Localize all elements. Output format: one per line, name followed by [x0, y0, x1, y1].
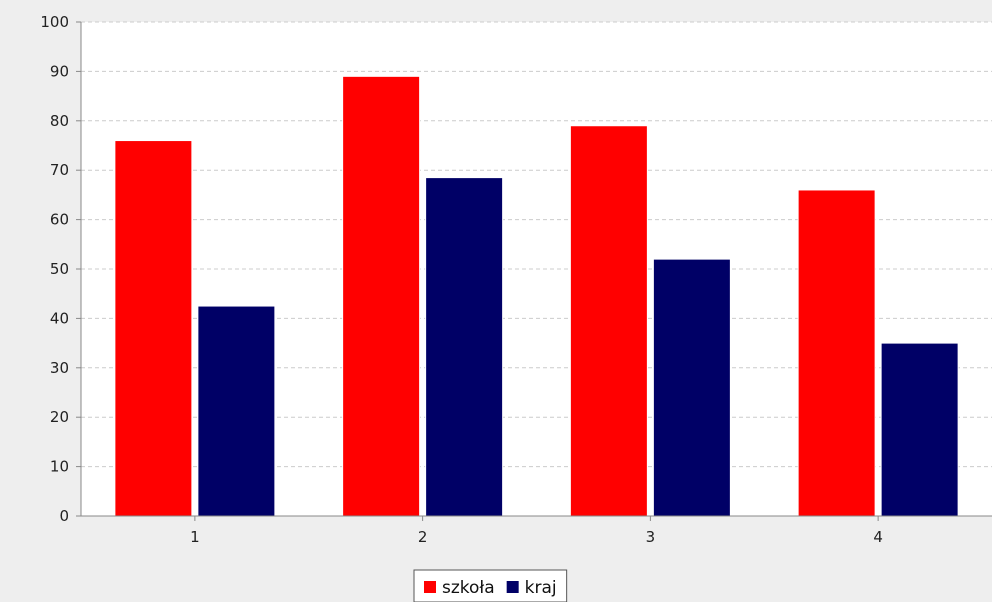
- legend: szkoła kraj: [413, 569, 568, 602]
- y-tick-label: 20: [50, 408, 69, 426]
- y-axis-ticks: 0 10 20 30 40 50 60 70 80 90 100: [40, 13, 81, 525]
- bar-szkoła-2: [342, 75, 421, 517]
- bar-kraj-4: [880, 342, 959, 517]
- y-tick-label: 60: [50, 211, 69, 229]
- legend-box: [413, 569, 568, 602]
- x-tick-label: 3: [646, 528, 656, 546]
- bar-szkoła-4: [797, 189, 876, 517]
- y-tick-label: 70: [50, 161, 69, 179]
- y-tick-label: 80: [50, 112, 69, 130]
- legend-label: szkoła: [442, 578, 495, 598]
- y-tick-label: 40: [50, 309, 69, 327]
- y-tick-label: 30: [50, 359, 69, 377]
- y-tick-label: 90: [50, 62, 69, 80]
- x-tick-label: 4: [873, 528, 883, 546]
- bar-szkoła-3: [569, 125, 648, 517]
- y-tick-label: 100: [40, 13, 69, 31]
- x-tick-label: 1: [190, 528, 200, 546]
- bar-szkoła-1: [114, 140, 193, 517]
- x-tick-label: 2: [418, 528, 428, 546]
- y-tick-label: 0: [59, 507, 69, 525]
- y-tick-label: 10: [50, 458, 69, 476]
- bar-kraj-3: [652, 258, 731, 517]
- y-tick-label: 50: [50, 260, 69, 278]
- legend-swatch: [424, 581, 436, 593]
- bar-kraj-2: [425, 177, 504, 517]
- bar-kraj-1: [197, 305, 276, 517]
- legend-label: kraj: [525, 578, 557, 598]
- x-axis-ticks: 1 2 3 4: [190, 516, 883, 546]
- bars: [114, 75, 959, 517]
- legend-swatch: [506, 581, 519, 593]
